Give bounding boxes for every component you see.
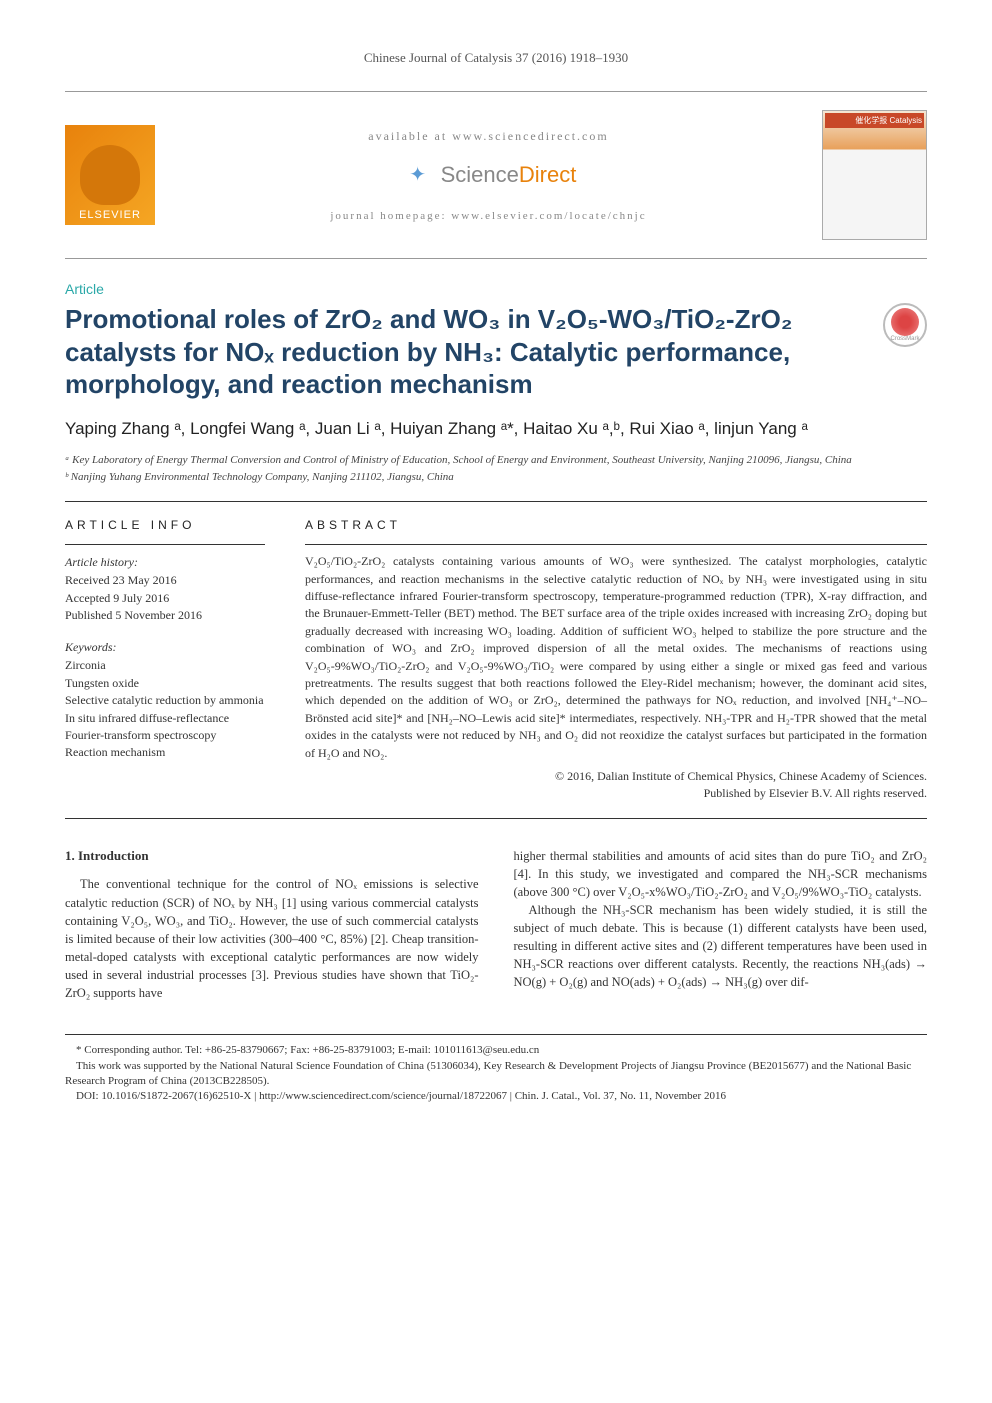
history-accepted: Accepted 9 July 2016 xyxy=(65,590,265,607)
masthead: ELSEVIER available at www.sciencedirect.… xyxy=(65,91,927,259)
history-label: Article history: xyxy=(65,555,265,570)
journal-cover: 催化学报 Catalysis xyxy=(822,110,927,240)
keyword-3: Selective catalytic reduction by ammonia xyxy=(65,692,265,709)
authors: Yaping Zhang ᵃ, Longfei Wang ᵃ, Juan Li … xyxy=(65,419,927,439)
footnote-funding: This work was supported by the National … xyxy=(65,1059,927,1090)
abstract-heading: ABSTRACT xyxy=(305,518,927,532)
copyright: © 2016, Dalian Institute of Chemical Phy… xyxy=(305,768,927,802)
available-at-text: available at www.sciencedirect.com xyxy=(175,129,802,144)
history-received: Received 23 May 2016 xyxy=(65,572,265,589)
keyword-4: In situ infrared diffuse-reflectance Fou… xyxy=(65,710,265,745)
masthead-center: available at www.sciencedirect.com ✦ Sci… xyxy=(155,129,822,222)
abstract-divider xyxy=(305,544,927,545)
divider-top xyxy=(65,501,927,502)
copyright-line-2: Published by Elsevier B.V. All rights re… xyxy=(305,785,927,802)
keywords-label: Keywords: xyxy=(65,640,265,655)
crossmark-label: CrossMark xyxy=(890,336,919,342)
elsevier-logo: ELSEVIER xyxy=(65,125,155,225)
footnotes: * Corresponding author. Tel: +86-25-8379… xyxy=(65,1034,927,1105)
keyword-2: Tungsten oxide xyxy=(65,675,265,692)
crossmark-icon xyxy=(891,308,919,336)
keyword-5: Reaction mechanism xyxy=(65,744,265,761)
history-published: Published 5 November 2016 xyxy=(65,607,265,624)
info-divider xyxy=(65,544,265,545)
elsevier-tree-icon xyxy=(80,145,140,205)
keyword-1: Zirconia xyxy=(65,657,265,674)
intro-p2: higher thermal stabilities and amounts o… xyxy=(514,847,928,901)
journal-running-head: Chinese Journal of Catalysis 37 (2016) 1… xyxy=(65,50,927,66)
journal-homepage-text: journal homepage: www.elsevier.com/locat… xyxy=(175,210,802,222)
info-abstract-row: ARTICLE INFO Article history: Received 2… xyxy=(65,518,927,801)
crossmark-badge[interactable]: CrossMark xyxy=(883,303,927,347)
body-col-left: 1. Introduction The conventional techniq… xyxy=(65,847,479,1003)
cover-title: 催化学报 Catalysis xyxy=(825,113,924,128)
copyright-line-1: © 2016, Dalian Institute of Chemical Phy… xyxy=(305,768,927,785)
elsevier-text: ELSEVIER xyxy=(79,209,141,221)
article-info-column: ARTICLE INFO Article history: Received 2… xyxy=(65,518,265,801)
body-col-right: higher thermal stabilities and amounts o… xyxy=(514,847,928,1003)
article-info-heading: ARTICLE INFO xyxy=(65,518,265,532)
sciencedirect-icon: ✦ xyxy=(401,158,435,192)
abstract-column: ABSTRACT V₂O₅/TiO₂-ZrO₂ catalysts contai… xyxy=(305,518,927,801)
footnote-doi: DOI: 10.1016/S1872-2067(16)62510-X | htt… xyxy=(65,1089,927,1104)
sd-science: Science xyxy=(441,162,519,188)
affiliation-b: ᵇ Nanjing Yuhang Environmental Technolog… xyxy=(65,470,927,485)
intro-p1: The conventional technique for the contr… xyxy=(65,875,479,1002)
footnote-corresponding: * Corresponding author. Tel: +86-25-8379… xyxy=(65,1043,927,1058)
affiliation-a: ᵃ Key Laboratory of Energy Thermal Conve… xyxy=(65,453,927,468)
article-title: Promotional roles of ZrO₂ and WO₃ in V₂O… xyxy=(65,303,871,401)
section-1-heading: 1. Introduction xyxy=(65,847,479,866)
body-columns: 1. Introduction The conventional techniq… xyxy=(65,847,927,1003)
intro-p3: Although the NH₃-SCR mechanism has been … xyxy=(514,901,928,992)
title-row: Promotional roles of ZrO₂ and WO₃ in V₂O… xyxy=(65,303,927,401)
sciencedirect-logo: ✦ ScienceDirect xyxy=(401,158,577,192)
article-type: Article xyxy=(65,281,927,297)
cover-thumbnail: 催化学报 Catalysis xyxy=(822,110,927,240)
sd-direct: Direct xyxy=(519,162,576,188)
affiliations: ᵃ Key Laboratory of Energy Thermal Conve… xyxy=(65,453,927,486)
divider-bottom xyxy=(65,818,927,819)
abstract-text: V₂O₅/TiO₂-ZrO₂ catalysts containing vari… xyxy=(305,553,927,762)
